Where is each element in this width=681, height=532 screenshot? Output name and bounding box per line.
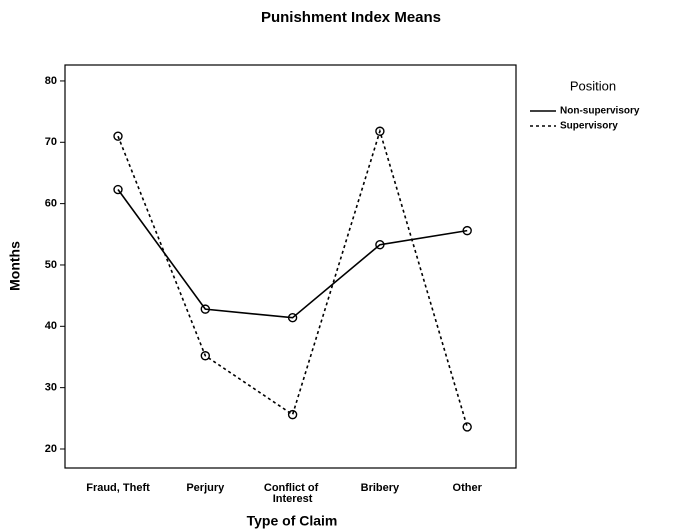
data-point [287,409,298,420]
legend-label: Supervisory [560,121,618,132]
data-point [113,131,123,141]
data-point [113,184,123,195]
x-tick-label: Bribery [361,482,400,494]
y-tick-label: 20 [45,443,57,455]
series-line [117,128,468,428]
legend-title: Position [570,78,616,93]
y-tick-label: 80 [45,75,57,87]
legend-label: Non-supervisory [560,106,640,117]
chart-title: Punishment Index Means [261,9,441,26]
data-point [287,313,298,323]
data-point [375,240,385,250]
x-tick-label: Conflict of Interest [264,482,321,505]
y-tick-label: 40 [45,320,57,332]
y-tick-label: 70 [45,136,57,148]
data-point [200,304,211,314]
y-axis-title: Months [7,241,23,291]
series-line [117,189,468,319]
y-tick-label: 50 [45,259,57,271]
x-tick-label: Fraud, Theft [86,482,150,494]
x-axis-title: Type of Claim [247,513,338,529]
data-point [462,225,472,236]
plot-frame [64,64,517,469]
x-tick-label: Other [453,482,483,494]
x-tick-label: Perjury [186,482,225,494]
y-tick-label: 30 [45,382,57,394]
data-point [375,126,385,136]
data-point [200,351,211,361]
x-tick-label-line: Conflict of [264,482,321,494]
y-tick-label: 60 [45,198,57,210]
x-tick-label-line: Interest [273,493,313,505]
data-point [462,422,472,432]
